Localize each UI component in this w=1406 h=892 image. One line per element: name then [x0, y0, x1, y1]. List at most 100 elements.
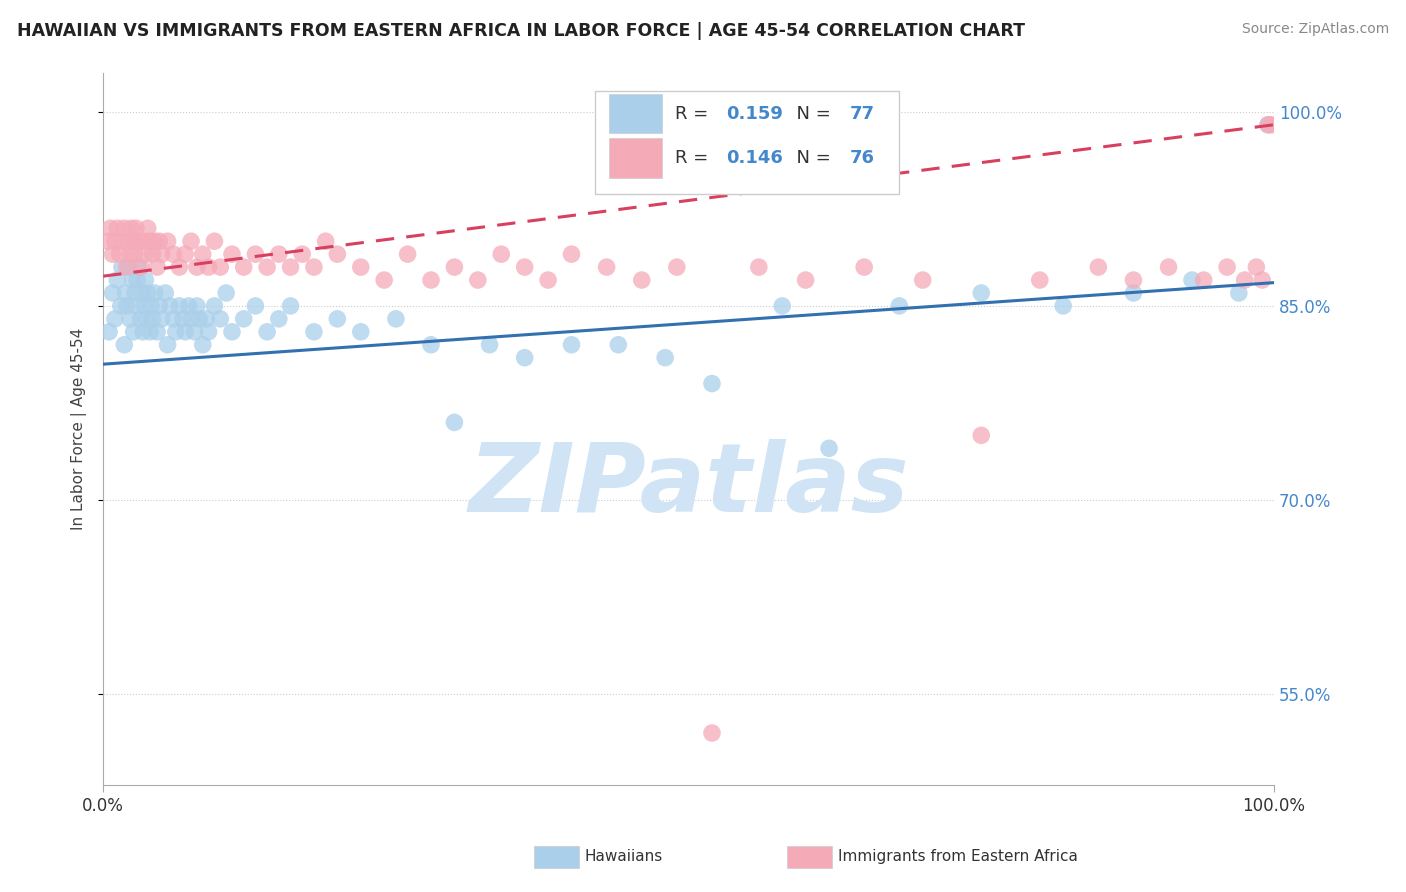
Point — [197, 325, 219, 339]
Point — [1192, 273, 1215, 287]
Point — [114, 285, 136, 300]
Point — [124, 285, 146, 300]
Point — [122, 234, 145, 248]
Point — [134, 247, 156, 261]
Point — [156, 234, 179, 248]
Point — [105, 273, 128, 287]
Point — [326, 311, 349, 326]
Point — [209, 311, 232, 326]
Text: 76: 76 — [851, 149, 875, 167]
Point — [1251, 273, 1274, 287]
Text: R =: R = — [675, 149, 713, 167]
Point — [350, 325, 373, 339]
Point — [302, 260, 325, 274]
Y-axis label: In Labor Force | Age 45-54: In Labor Force | Age 45-54 — [72, 327, 87, 530]
Point — [174, 247, 197, 261]
Point — [970, 285, 993, 300]
Point — [111, 260, 134, 274]
Point — [396, 247, 419, 261]
Point — [141, 311, 163, 326]
Point — [118, 260, 141, 274]
Point — [97, 234, 120, 248]
Text: 0.159: 0.159 — [725, 104, 783, 122]
Point — [118, 234, 141, 248]
Point — [104, 234, 127, 248]
Point — [204, 234, 226, 248]
Point — [1233, 273, 1256, 287]
Text: R =: R = — [675, 104, 713, 122]
Point — [134, 299, 156, 313]
FancyBboxPatch shape — [595, 91, 900, 194]
Point — [537, 273, 560, 287]
Point — [183, 325, 205, 339]
Point — [232, 311, 254, 326]
Point — [1087, 260, 1109, 274]
Point — [443, 416, 465, 430]
Point — [169, 299, 191, 313]
Point — [136, 285, 159, 300]
Point — [146, 325, 169, 339]
Point — [245, 299, 267, 313]
Point — [141, 247, 163, 261]
Point — [654, 351, 676, 365]
Point — [98, 325, 121, 339]
Point — [970, 428, 993, 442]
Text: N =: N = — [785, 149, 837, 167]
Point — [794, 273, 817, 287]
Point — [186, 299, 208, 313]
Point — [232, 260, 254, 274]
Point — [1157, 260, 1180, 274]
Point — [267, 247, 290, 261]
Point — [112, 337, 135, 351]
Point — [172, 311, 194, 326]
Point — [129, 260, 152, 274]
Point — [1122, 285, 1144, 300]
Point — [665, 260, 688, 274]
Text: 0.146: 0.146 — [725, 149, 783, 167]
Text: Hawaiians: Hawaiians — [585, 849, 664, 863]
Point — [221, 325, 243, 339]
Point — [98, 221, 121, 235]
Point — [853, 260, 876, 274]
Point — [124, 247, 146, 261]
Point — [700, 376, 723, 391]
Point — [443, 260, 465, 274]
Point — [162, 247, 184, 261]
Point — [491, 247, 513, 261]
Point — [467, 273, 489, 287]
Point — [122, 325, 145, 339]
Point — [135, 311, 157, 326]
Point — [595, 260, 617, 274]
Point — [280, 299, 302, 313]
Point — [150, 247, 173, 261]
Point — [108, 247, 131, 261]
Point — [1257, 118, 1279, 132]
FancyBboxPatch shape — [609, 95, 662, 134]
Point — [700, 726, 723, 740]
Point — [267, 311, 290, 326]
Point — [101, 247, 124, 261]
Point — [169, 260, 191, 274]
Point — [148, 234, 170, 248]
Point — [197, 260, 219, 274]
FancyBboxPatch shape — [609, 138, 662, 178]
Point — [191, 337, 214, 351]
Point — [1227, 285, 1250, 300]
Point — [120, 247, 142, 261]
Point — [291, 247, 314, 261]
Point — [129, 311, 152, 326]
Point — [770, 299, 793, 313]
Point — [315, 234, 337, 248]
Point — [478, 337, 501, 351]
Point — [256, 260, 278, 274]
Point — [204, 299, 226, 313]
Point — [127, 260, 149, 274]
Point — [302, 325, 325, 339]
Text: HAWAIIAN VS IMMIGRANTS FROM EASTERN AFRICA IN LABOR FORCE | AGE 45-54 CORRELATIO: HAWAIIAN VS IMMIGRANTS FROM EASTERN AFRI… — [17, 22, 1025, 40]
Point — [195, 311, 218, 326]
Point — [513, 260, 536, 274]
Point — [889, 299, 911, 313]
Point — [101, 285, 124, 300]
Point — [1257, 118, 1279, 132]
Point — [174, 325, 197, 339]
